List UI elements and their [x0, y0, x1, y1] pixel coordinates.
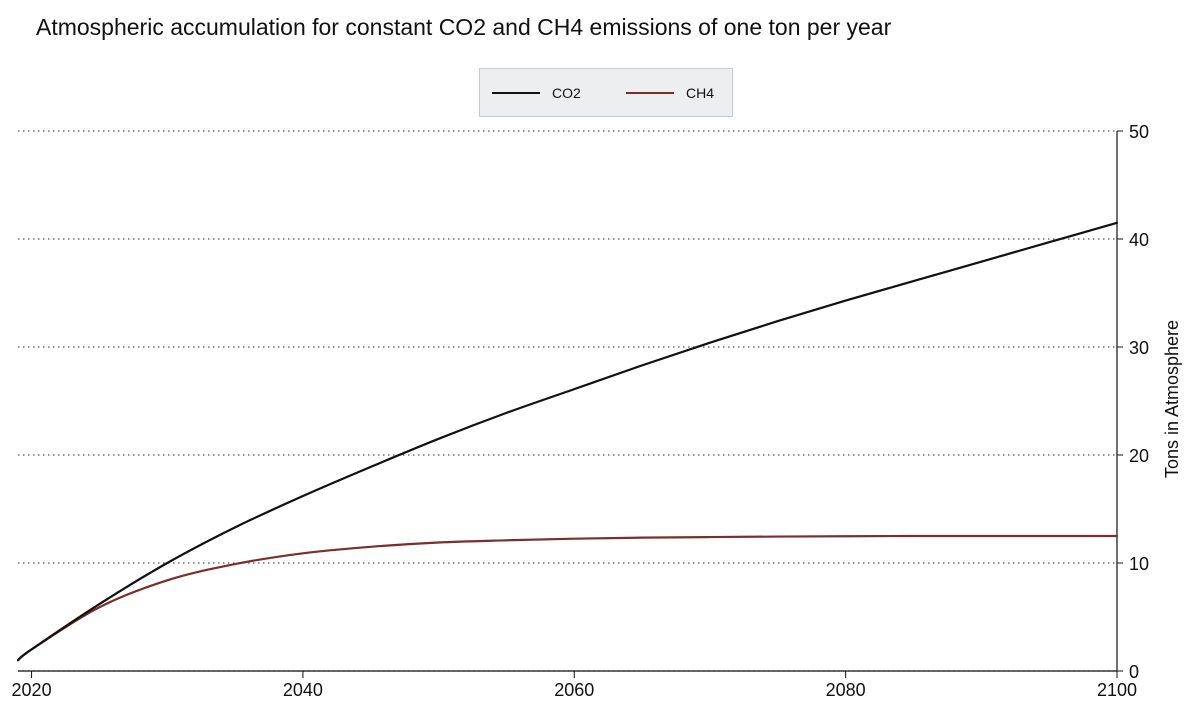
x-tick-label-2060: 2060: [554, 680, 594, 700]
x-tick-label-2040: 2040: [283, 680, 323, 700]
legend-item-ch4: CH4: [626, 69, 714, 116]
x-tick-label-2100: 2100: [1097, 680, 1137, 700]
legend-item-co2: CO2: [492, 69, 581, 116]
y-tick-label-50: 50: [1129, 122, 1149, 142]
x-axis-tick-labels: 2020 2040 2060 2080 2100: [12, 680, 1137, 700]
series-line-co2: [16, 221, 1119, 662]
x-tick-label-2020: 2020: [12, 680, 52, 700]
y-tick-label-20: 20: [1129, 446, 1149, 466]
chart-title: Atmospheric accumulation for constant CO…: [36, 14, 892, 40]
legend-label-ch4: CH4: [686, 84, 715, 101]
x-tick-label-2080: 2080: [826, 680, 866, 700]
y-axis-tick-labels: 0 10 20 30 40 50: [1129, 122, 1149, 682]
y-tick-label-30: 30: [1129, 338, 1149, 358]
legend-label-co2: CO2: [552, 84, 581, 101]
y-axis-title: Tons in Atmosphere: [1162, 320, 1182, 478]
y-tick-label-10: 10: [1129, 554, 1149, 574]
series-line-ch4: [16, 534, 1119, 662]
gridlines: [18, 130, 1117, 672]
legend-swatch-co2: [492, 91, 540, 94]
series-lines: [16, 221, 1119, 662]
legend-swatch-ch4: [626, 91, 674, 94]
y-tick-label-0: 0: [1129, 662, 1139, 682]
legend: CO2 CH4: [479, 68, 733, 117]
y-tick-label-40: 40: [1129, 230, 1149, 250]
x-axis: [18, 130, 1123, 678]
